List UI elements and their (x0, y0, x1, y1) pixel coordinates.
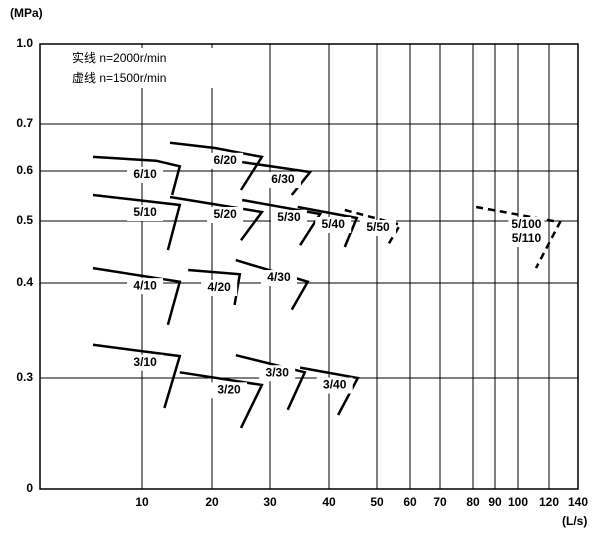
pump-curve (475, 205, 562, 269)
curve-label: 4/30 (267, 270, 291, 284)
curve-label: 6/30 (271, 172, 295, 186)
curve-label: 4/10 (133, 278, 157, 292)
legend-box (66, 48, 214, 88)
legend-text: 虚线 n=1500r/min (72, 71, 166, 85)
label-bg (259, 365, 296, 382)
x-tick-label: 40 (322, 495, 336, 509)
y-tick-label: 0.7 (16, 116, 33, 130)
label-bg (211, 382, 248, 399)
curve-label: 3/10 (133, 355, 157, 369)
x-tick-label: 20 (205, 495, 219, 509)
x-tick-label: 120 (539, 495, 559, 509)
label-bg (316, 377, 353, 394)
label-bg (508, 217, 545, 247)
x-tick-label: 10 (135, 495, 149, 509)
pump-curve (92, 155, 182, 196)
label-bg (127, 354, 164, 371)
plot-frame (39, 43, 579, 490)
label-bg (270, 210, 307, 226)
curve-label: 5/30 (277, 210, 301, 224)
pump-curve (299, 366, 360, 416)
pump-curve (92, 343, 182, 409)
x-tick-label: 100 (508, 495, 528, 509)
curve-label: 3/20 (217, 382, 241, 396)
curve-label: 5/50 (366, 220, 390, 234)
label-bg (207, 152, 244, 169)
curve-label: 4/20 (208, 280, 232, 294)
curve-label: 6/10 (133, 167, 157, 181)
y-axis-label: (MPa) (10, 6, 43, 20)
label-bg (315, 217, 352, 233)
y-tick-label: 0.4 (16, 275, 33, 289)
y-tick-label: 1.0 (16, 36, 33, 50)
pump-curve (235, 258, 310, 311)
y-tick-label: 0.6 (16, 163, 33, 177)
curve-label: 5/20 (213, 207, 237, 221)
x-tick-label: 70 (433, 495, 447, 509)
label-bg (359, 220, 396, 236)
pump-curve (344, 208, 403, 246)
pump-curve (179, 371, 264, 429)
x-tick-label: 60 (403, 495, 417, 509)
pump-curve (169, 141, 264, 191)
label-bg (127, 205, 164, 221)
x-tick-label: 30 (263, 495, 277, 509)
label-bg (201, 279, 238, 296)
label-bg (260, 270, 297, 287)
pump-curve (92, 266, 182, 326)
x-tick-label: 80 (466, 495, 480, 509)
pump-curve (92, 193, 182, 251)
legend-text: 实线 n=2000r/min (72, 50, 166, 65)
curve-label: 5/10 (133, 205, 157, 219)
pump-curve (297, 205, 359, 248)
pump-curve (169, 195, 265, 241)
pump-curve (241, 198, 323, 246)
y-tick-label: 0 (26, 481, 33, 495)
curve-label: 5/110 (512, 231, 542, 245)
curve-label: 3/30 (266, 365, 290, 379)
label-bg (264, 172, 301, 189)
curve-label: 6/20 (213, 153, 237, 167)
label-bg (207, 207, 244, 223)
label-bg (127, 278, 164, 295)
curve-label: 5/100 (511, 217, 541, 231)
curve-label: 3/40 (323, 378, 347, 392)
pump-curve (235, 353, 307, 411)
x-tick-label: 50 (370, 495, 384, 509)
label-bg (127, 166, 164, 183)
x-tick-label: 140 (568, 495, 588, 509)
x-axis-label: (L/s) (562, 514, 587, 528)
y-tick-label: 0.5 (16, 213, 33, 227)
curve-label: 5/40 (322, 217, 346, 231)
y-tick-label: 0.3 (16, 370, 33, 384)
x-tick-label: 90 (488, 495, 502, 509)
